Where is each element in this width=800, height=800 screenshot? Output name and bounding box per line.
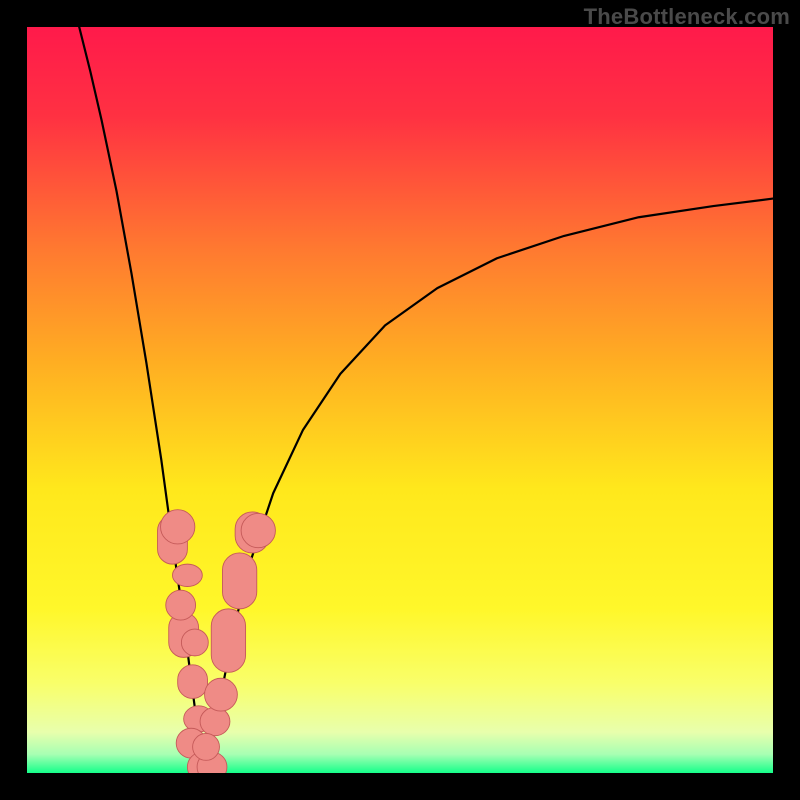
marker-capsule xyxy=(200,707,230,735)
marker-circle xyxy=(181,629,208,656)
marker-capsule xyxy=(222,553,256,609)
marker-circle xyxy=(241,513,275,547)
chart-frame: TheBottleneck.com xyxy=(0,0,800,800)
marker-circle xyxy=(193,733,220,760)
watermark-text: TheBottleneck.com xyxy=(584,4,790,30)
marker-capsule xyxy=(211,609,245,672)
marker-circle xyxy=(205,678,238,711)
marker-capsule xyxy=(172,564,202,586)
marker-circle xyxy=(161,510,195,544)
marker-circle xyxy=(166,590,196,620)
marker-capsule xyxy=(178,665,208,699)
plot-background xyxy=(27,27,773,773)
chart-svg xyxy=(0,0,800,800)
